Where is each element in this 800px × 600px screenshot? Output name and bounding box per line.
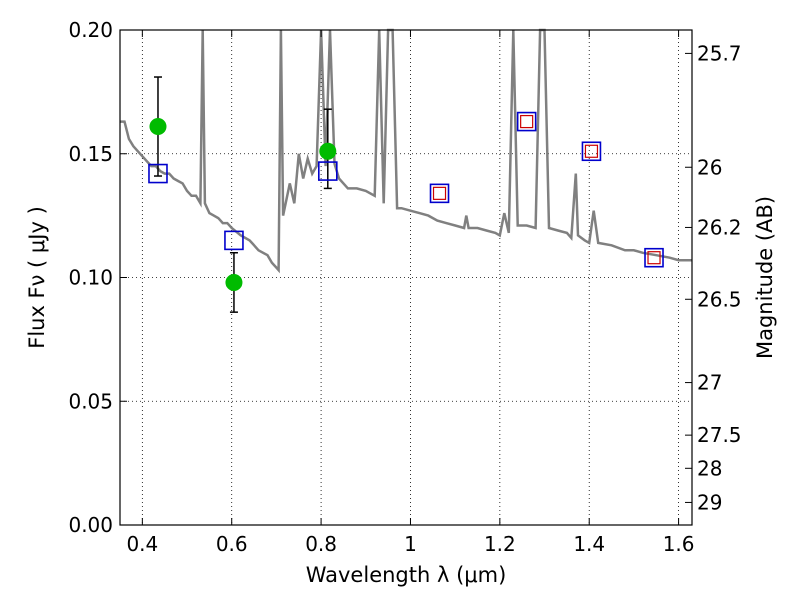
observed-point [225, 273, 243, 291]
y2-axis-label: Magnitude (AB) [753, 196, 777, 359]
observed-point [319, 142, 337, 160]
y-tick-label: 0.05 [68, 389, 113, 413]
y-tick-label: 0.10 [68, 266, 113, 290]
x-axis-label: Wavelength λ (μm) [306, 563, 507, 587]
y2-tick-label: 26.5 [697, 287, 742, 311]
observed-points [149, 76, 337, 313]
model-spectrum-line [120, 28, 692, 274]
y2-tick-label: 26 [697, 155, 722, 179]
y-tick-label: 0.20 [68, 18, 113, 42]
plot-frame [119, 29, 693, 526]
observed-point [149, 118, 167, 136]
y2-tick-label: 26.2 [697, 215, 742, 239]
synthetic-point [224, 230, 244, 251]
y2-tick-label: 29 [697, 490, 722, 514]
synthetic-point-inner [432, 186, 447, 200]
ticks: 0.4 0.6 0.8 1 1.2 1.4 1.6 0.00 0.05 0.10 0.15 0.20 2… [68, 18, 741, 556]
y2-tick-label: 25.7 [697, 41, 742, 65]
synthetic-point [317, 161, 338, 181]
x-tick-label: 0.6 [216, 532, 248, 556]
y-tick-label: 0.15 [68, 142, 113, 166]
synthetic-point-inner [647, 251, 661, 265]
plot-area [120, 28, 692, 313]
grid [120, 30, 692, 525]
y-axis-label: Flux Fν ( μJy ) [25, 206, 49, 349]
x-tick-label: 0.4 [126, 532, 158, 556]
synthetic-point [429, 183, 450, 204]
x-tick-label: 0.8 [305, 532, 337, 556]
x-tick-label: 1.4 [573, 532, 605, 556]
synthetic-point [516, 111, 537, 132]
x-tick-label: 1.2 [484, 532, 516, 556]
y2-tick-label: 28 [697, 456, 722, 480]
synthetic-point-inner [584, 144, 599, 158]
synthetic-points [148, 111, 664, 268]
synthetic-point [644, 247, 664, 268]
y2-tick-label: 27 [697, 371, 722, 395]
y-tick-label: 0.00 [68, 513, 113, 537]
y2-tick-label: 27.5 [697, 423, 742, 447]
synthetic-point [148, 163, 168, 184]
synthetic-point [581, 141, 602, 162]
x-tick-label: 1.6 [663, 532, 695, 556]
x-tick-label: 1 [404, 532, 417, 556]
synthetic-point-inner [520, 114, 534, 129]
